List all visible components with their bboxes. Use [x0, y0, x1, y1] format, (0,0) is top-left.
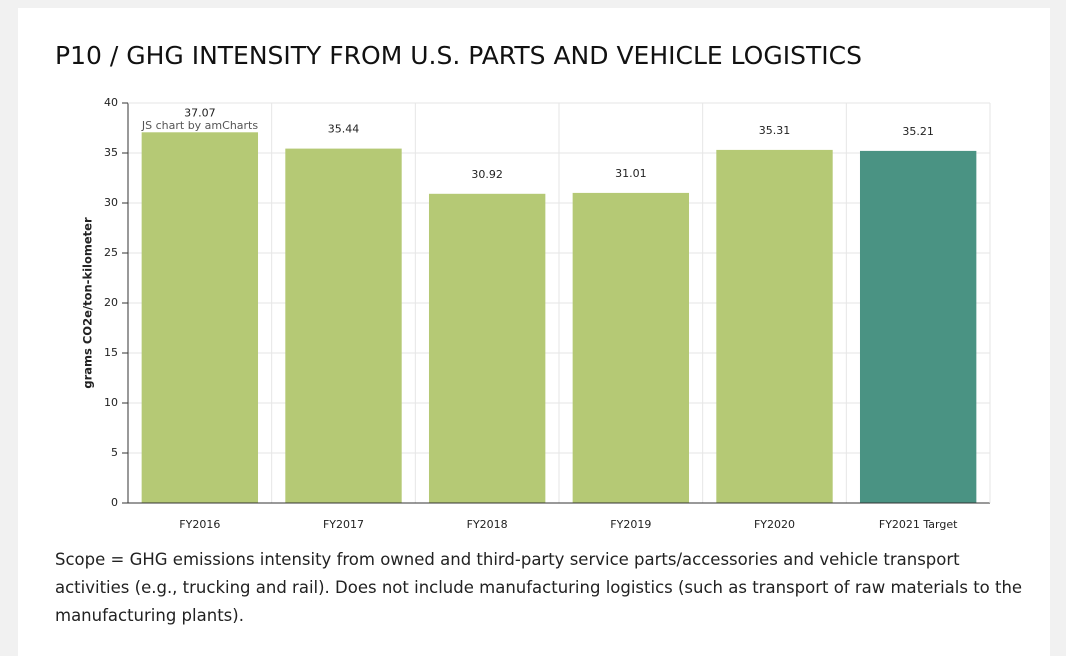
bar [285, 148, 402, 503]
x-tick-label: FY2020 [754, 518, 795, 531]
data-label: 31.01 [615, 167, 647, 180]
bar [572, 192, 690, 503]
y-tick-label: 20 [104, 296, 118, 309]
data-label: 35.21 [902, 125, 934, 138]
data-label: 37.07 [184, 106, 216, 119]
y-tick-label: 5 [111, 446, 118, 459]
bar [859, 150, 977, 503]
y-tick-label: 40 [104, 96, 118, 109]
y-tick-label: 25 [104, 246, 118, 259]
chart-title: P10 / GHG INTENSITY FROM U.S. PARTS AND … [55, 41, 862, 70]
caption: Scope = GHG emissions intensity from own… [55, 550, 1023, 625]
bar [428, 193, 546, 504]
y-tick-label: 35 [104, 146, 118, 159]
x-tick-label: FY2018 [467, 518, 508, 531]
x-tick-label: FY2021 Target [879, 518, 958, 531]
x-tick-label: FY2019 [610, 518, 651, 531]
y-tick-label: 0 [111, 496, 118, 509]
credit: JS chart by amCharts [141, 119, 258, 132]
y-axis-label: grams CO2e/ton-kilometer [81, 217, 95, 389]
bar [141, 132, 259, 504]
bar [716, 149, 833, 503]
x-tick-label: FY2016 [179, 518, 220, 531]
data-label: 35.31 [759, 124, 791, 137]
y-tick-label: 15 [104, 346, 118, 359]
y-tick-label: 10 [104, 396, 118, 409]
y-tick-label: 30 [104, 196, 118, 209]
data-label: 35.44 [328, 123, 360, 136]
x-tick-label: FY2017 [323, 518, 364, 531]
data-label: 30.92 [471, 168, 503, 181]
